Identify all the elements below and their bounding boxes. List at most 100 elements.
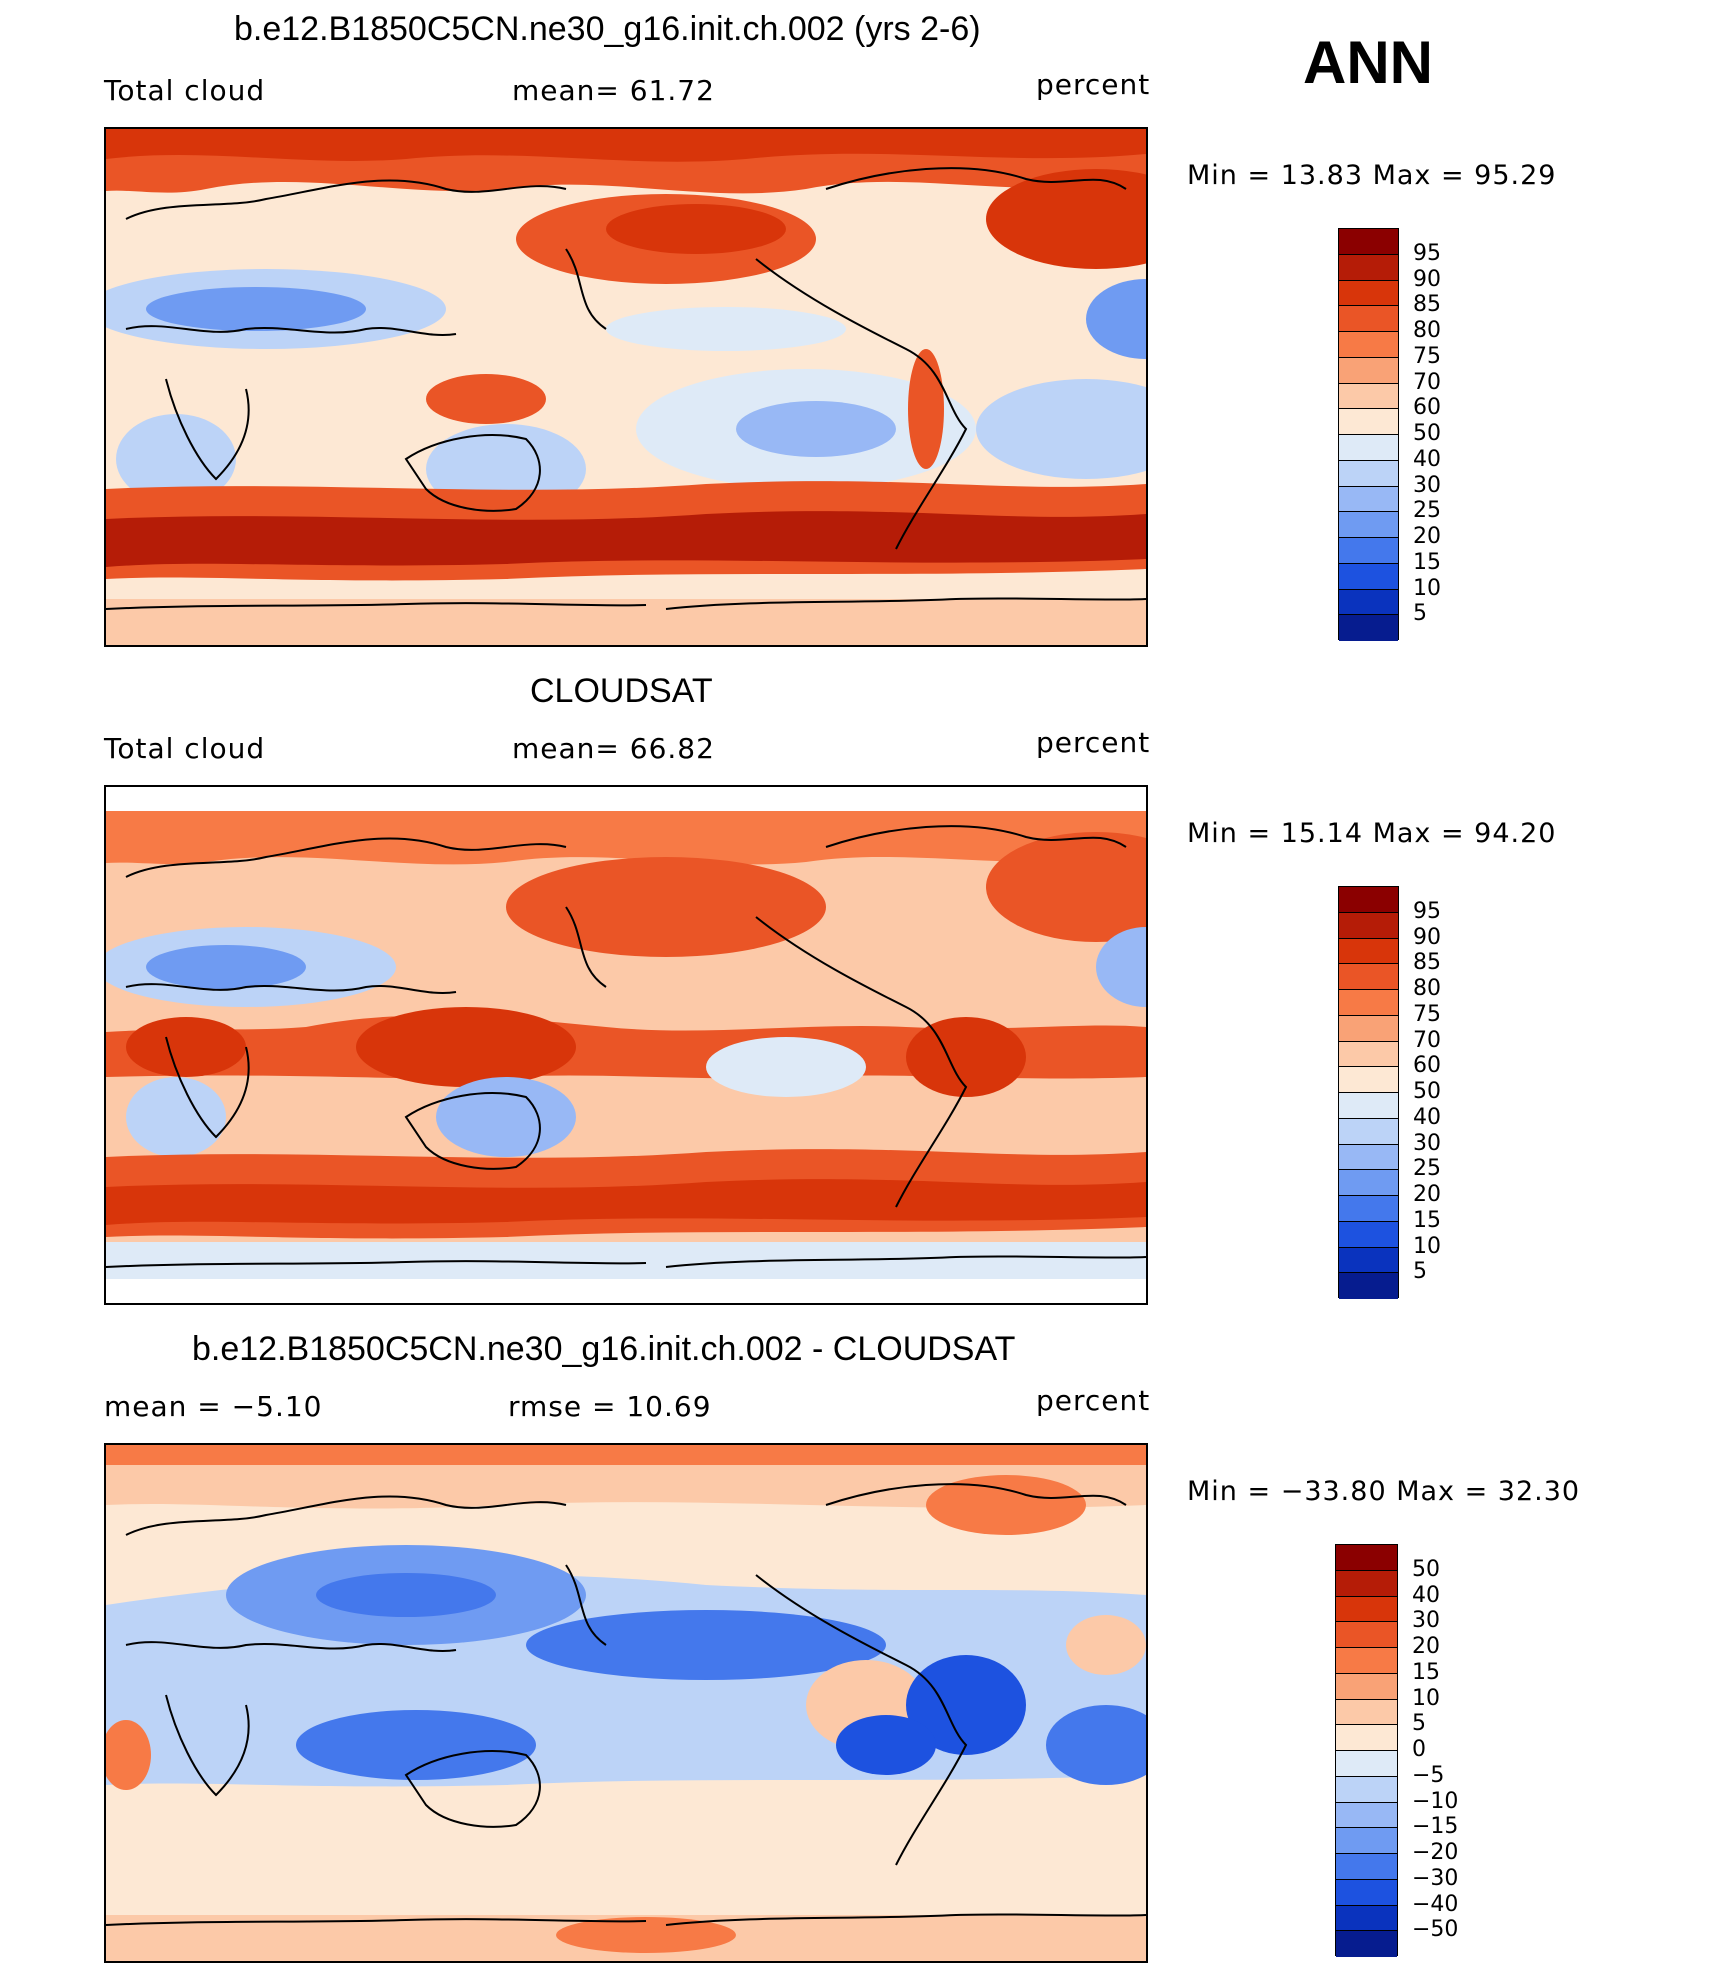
colorbar-tick-label: 95 — [1413, 240, 1441, 266]
colorbar-tick-label: 5 — [1413, 601, 1427, 627]
colorbar-tick-label: 25 — [1413, 498, 1441, 524]
colorbar-tick-label: −20 — [1412, 1840, 1459, 1865]
colorbar-tick-label: 10 — [1413, 575, 1441, 601]
colorbar-tick-label: 40 — [1413, 1104, 1441, 1130]
colorbar-swatch — [1336, 1879, 1397, 1906]
colorbar-tick-label: 75 — [1413, 1001, 1441, 1027]
panel2-title: CLOUDSAT — [530, 672, 713, 710]
colorbar-tick-label: 25 — [1413, 1156, 1441, 1182]
colorbar-swatch — [1339, 1273, 1398, 1299]
colorbar-tick-label: −15 — [1412, 1814, 1459, 1840]
colorbar-tick-label: −10 — [1412, 1788, 1459, 1814]
panel3-rmse-label: rmse = 10.69 — [508, 1390, 712, 1423]
colorbar-tick-label: 30 — [1413, 1130, 1441, 1156]
colorbar-tick-label: 20 — [1413, 1182, 1441, 1207]
colorbar-swatch — [1339, 1170, 1398, 1196]
panel1-minmax: Min = 13.83 Max = 95.29 — [1187, 160, 1557, 191]
colorbar-tick-label: 80 — [1413, 318, 1441, 343]
colorbar-tick-label: 90 — [1413, 266, 1441, 292]
panel1-units-label: percent — [1036, 68, 1151, 101]
colorbar-swatch — [1339, 486, 1398, 513]
colorbar-swatch — [1336, 1802, 1397, 1829]
colorbar-tick-label: 85 — [1413, 292, 1441, 318]
colorbar-tick-label: 50 — [1413, 1079, 1441, 1104]
panel3-units-label: percent — [1036, 1384, 1151, 1417]
colorbar-swatch — [1339, 512, 1398, 538]
colorbar-swatch — [1339, 383, 1398, 410]
panel3-title: b.e12.B1850C5CN.ne30_g16.init.ch.002 - C… — [192, 1330, 1016, 1368]
colorbar-tick-label: −50 — [1412, 1917, 1459, 1943]
colorbar-swatch — [1339, 1041, 1398, 1068]
colorbar-tick-label: 30 — [1412, 1608, 1440, 1634]
panel2-minmax: Min = 15.14 Max = 94.20 — [1187, 818, 1557, 849]
colorbar-swatch — [1339, 435, 1398, 461]
panel1-colorbar — [1338, 228, 1399, 641]
colorbar-tick-label: 60 — [1413, 395, 1441, 421]
colorbar-swatch — [1339, 887, 1398, 913]
panel2-map — [104, 785, 1148, 1305]
colorbar-tick-label: 75 — [1413, 343, 1441, 369]
colorbar-swatch — [1339, 306, 1398, 332]
colorbar-swatch — [1339, 280, 1398, 307]
colorbar-swatch — [1339, 1093, 1398, 1119]
panel1-title: b.e12.B1850C5CN.ne30_g16.init.ch.002 (yr… — [234, 10, 981, 48]
colorbar-tick-label: −40 — [1412, 1891, 1459, 1917]
colorbar-tick-label: 0 — [1412, 1737, 1426, 1762]
colorbar-swatch — [1339, 357, 1398, 384]
colorbar-swatch — [1339, 563, 1398, 590]
colorbar-tick-label: 15 — [1413, 549, 1441, 575]
colorbar-swatch — [1336, 1905, 1397, 1932]
colorbar-swatch — [1336, 1622, 1397, 1648]
panel2-mean-label: mean= 66.82 — [512, 732, 715, 765]
panel3-mean-label: mean = −5.10 — [104, 1390, 323, 1423]
colorbar-swatch — [1339, 1067, 1398, 1093]
colorbar-swatch — [1339, 538, 1398, 564]
panel3-map — [104, 1443, 1148, 1963]
colorbar-tick-label: 30 — [1413, 472, 1441, 498]
colorbar-tick-label: 70 — [1413, 369, 1441, 395]
panel1-variable-label: Total cloud — [104, 74, 266, 107]
colorbar-tick-label: 40 — [1412, 1582, 1440, 1608]
colorbar-tick-label: 20 — [1413, 524, 1441, 549]
colorbar-swatch — [1336, 1725, 1397, 1751]
colorbar-tick-label: 5 — [1412, 1711, 1426, 1737]
colorbar-swatch — [1339, 1144, 1398, 1171]
colorbar-tick-label: 40 — [1413, 446, 1441, 472]
panel3-colorbar — [1335, 1544, 1398, 1957]
season-label: ANN — [1303, 29, 1433, 96]
colorbar-tick-label: 70 — [1413, 1027, 1441, 1053]
panel1-map — [104, 127, 1148, 647]
colorbar-tick-label: 50 — [1413, 421, 1441, 446]
colorbar-tick-label: 90 — [1413, 924, 1441, 950]
colorbar-tick-label: 10 — [1412, 1685, 1440, 1711]
colorbar-swatch — [1339, 460, 1398, 487]
panel3-minmax: Min = −33.80 Max = 32.30 — [1187, 1476, 1581, 1507]
colorbar-swatch — [1336, 1854, 1397, 1880]
colorbar-swatch — [1336, 1751, 1397, 1777]
colorbar-swatch — [1339, 229, 1398, 255]
colorbar-tick-label: 5 — [1413, 1259, 1427, 1285]
panel1-mean-label: mean= 61.72 — [512, 74, 715, 107]
colorbar-tick-label: 15 — [1412, 1659, 1440, 1685]
colorbar-swatch — [1336, 1828, 1397, 1854]
colorbar-tick-label: −30 — [1412, 1865, 1459, 1891]
colorbar-swatch — [1339, 1015, 1398, 1042]
colorbar-tick-label: 50 — [1412, 1556, 1440, 1582]
colorbar-tick-label: −5 — [1412, 1762, 1445, 1788]
panel2-units-label: percent — [1036, 726, 1151, 759]
colorbar-swatch — [1336, 1596, 1397, 1623]
colorbar-tick-label: 15 — [1413, 1207, 1441, 1233]
colorbar-swatch — [1339, 615, 1398, 641]
colorbar-tick-label: 85 — [1413, 950, 1441, 976]
panel2-variable-label: Total cloud — [104, 732, 266, 765]
panel2-colorbar — [1338, 886, 1399, 1299]
colorbar-swatch — [1339, 1196, 1398, 1222]
colorbar-swatch — [1336, 1545, 1397, 1571]
colorbar-tick-label: 95 — [1413, 898, 1441, 924]
colorbar-swatch — [1336, 1673, 1397, 1700]
colorbar-swatch — [1339, 938, 1398, 965]
colorbar-swatch — [1339, 254, 1398, 281]
colorbar-swatch — [1339, 589, 1398, 616]
colorbar-swatch — [1339, 1221, 1398, 1248]
colorbar-swatch — [1339, 964, 1398, 990]
